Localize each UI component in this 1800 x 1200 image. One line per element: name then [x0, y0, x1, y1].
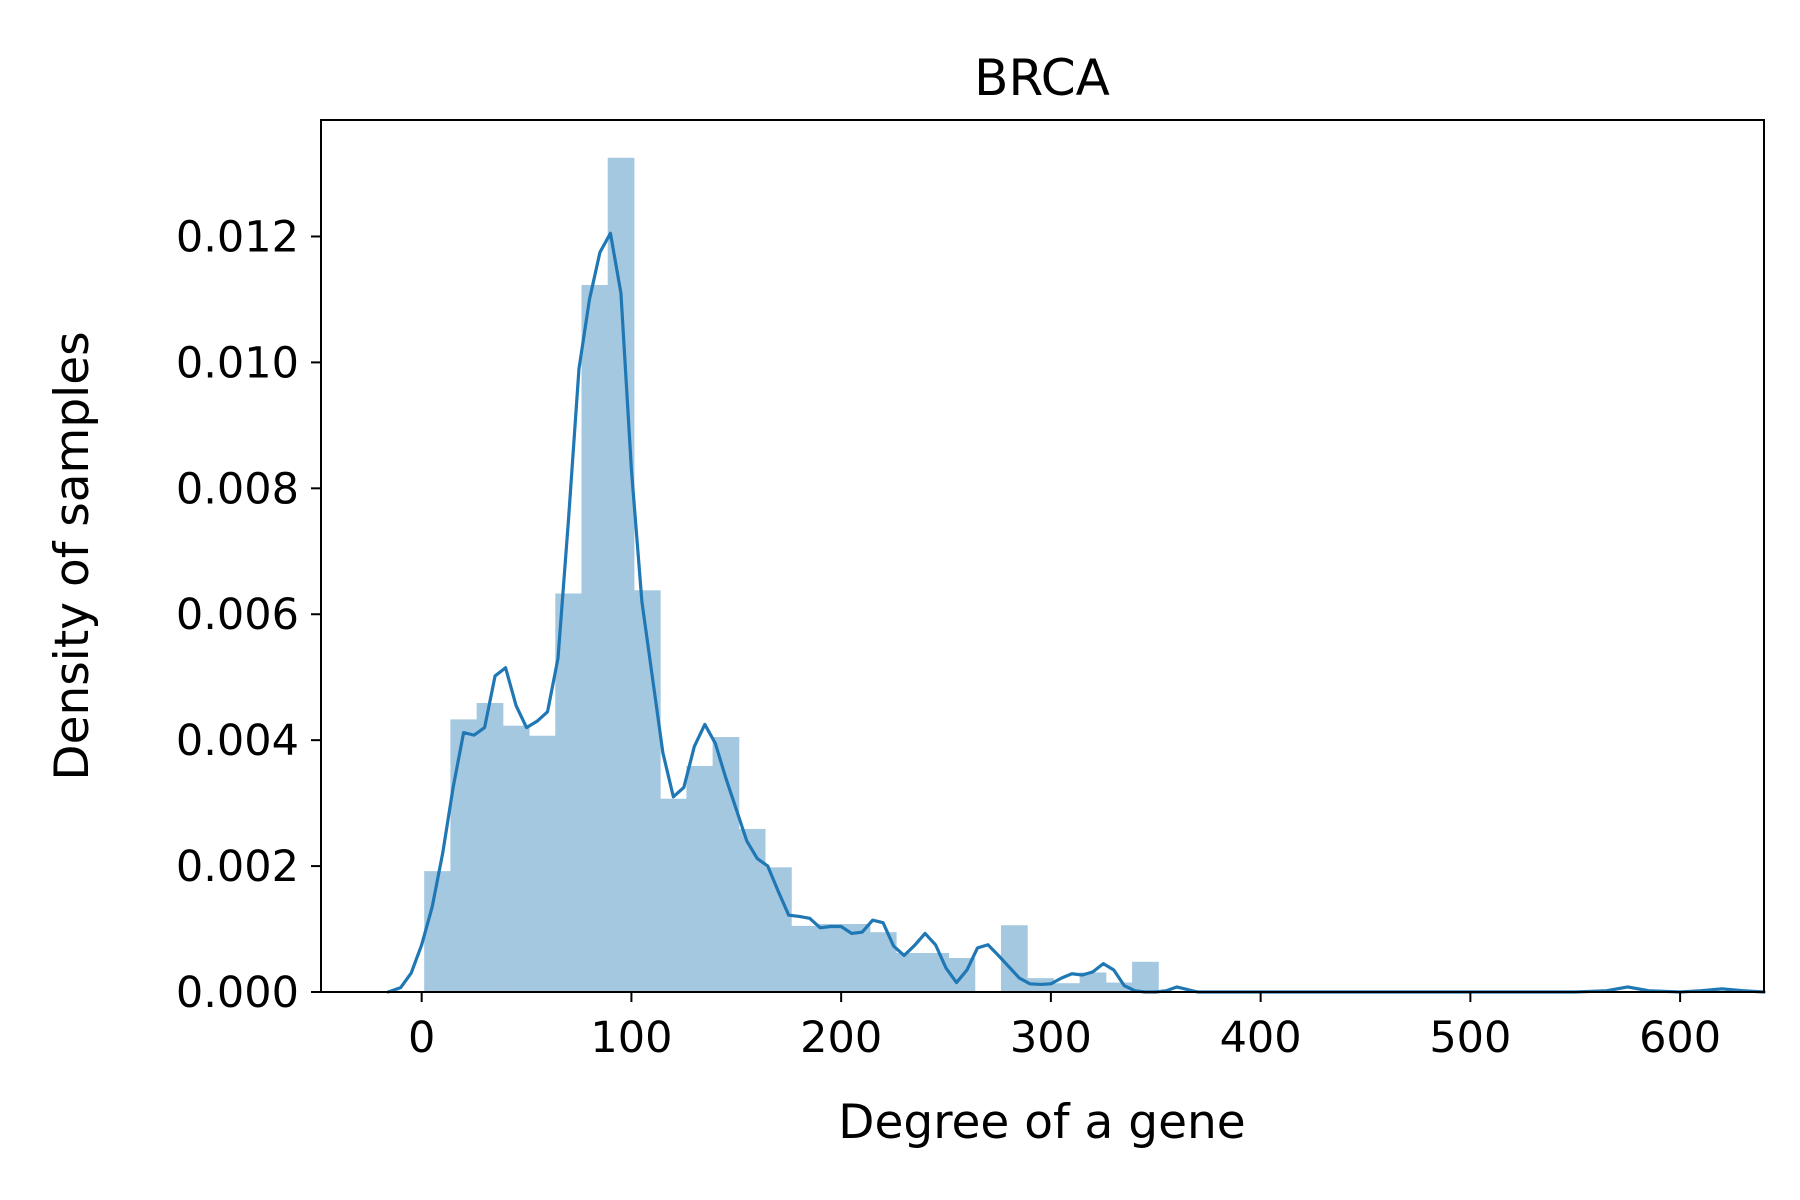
- y-tick-label: 0.004: [176, 716, 299, 766]
- histogram-bar: [660, 798, 687, 992]
- x-axis-label: Degree of a gene: [838, 1095, 1245, 1150]
- x-axis-ticks: 0 100 200 300 400 500 600: [408, 992, 1721, 1063]
- x-tick-label: 100: [590, 1013, 672, 1063]
- x-tick-label: 200: [800, 1013, 882, 1063]
- plot-frame: [320, 119, 1765, 993]
- y-tick-label: 0.006: [176, 590, 299, 640]
- x-tick-label: 0: [408, 1013, 435, 1063]
- y-axis-label: Density of samples: [45, 331, 100, 780]
- histogram-bar: [476, 703, 504, 992]
- y-tick-label: 0.008: [176, 464, 299, 514]
- histogram-bar: [607, 157, 635, 992]
- histogram-bar: [843, 924, 871, 992]
- histogram-bar: [817, 924, 845, 992]
- histogram-bar: [581, 284, 609, 993]
- histogram-bar: [1132, 961, 1159, 992]
- chart-title: BRCA: [974, 49, 1110, 107]
- histogram-bar: [1053, 983, 1081, 992]
- histogram-bar: [738, 828, 766, 992]
- y-axis-ticks: 0.000 0.002 0.004 0.006 0.008 0.010 0.012: [176, 212, 321, 1018]
- x-tick-label: 500: [1429, 1013, 1511, 1063]
- histogram-bar: [686, 765, 714, 992]
- histogram-bar: [633, 590, 661, 992]
- histogram-bar: [450, 719, 478, 992]
- histogram-bar: [1079, 972, 1107, 992]
- histogram-bar: [765, 867, 792, 992]
- y-tick-label: 0.012: [176, 212, 299, 262]
- histogram-bar: [424, 871, 451, 992]
- histogram-bar: [529, 735, 556, 992]
- x-tick-label: 600: [1639, 1013, 1721, 1063]
- histogram-bar: [1105, 982, 1133, 992]
- histogram-bar: [896, 952, 923, 992]
- x-tick-label: 300: [1010, 1013, 1092, 1063]
- histogram-bar: [502, 725, 530, 992]
- histogram-bar: [555, 593, 582, 992]
- x-tick-label: 400: [1220, 1013, 1302, 1063]
- y-tick-label: 0.002: [176, 842, 299, 892]
- y-tick-label: 0.000: [176, 968, 299, 1018]
- y-tick-label: 0.010: [176, 338, 299, 388]
- histogram-bars: [424, 157, 1159, 993]
- histogram-bar: [922, 952, 950, 992]
- histogram-bar: [791, 925, 818, 992]
